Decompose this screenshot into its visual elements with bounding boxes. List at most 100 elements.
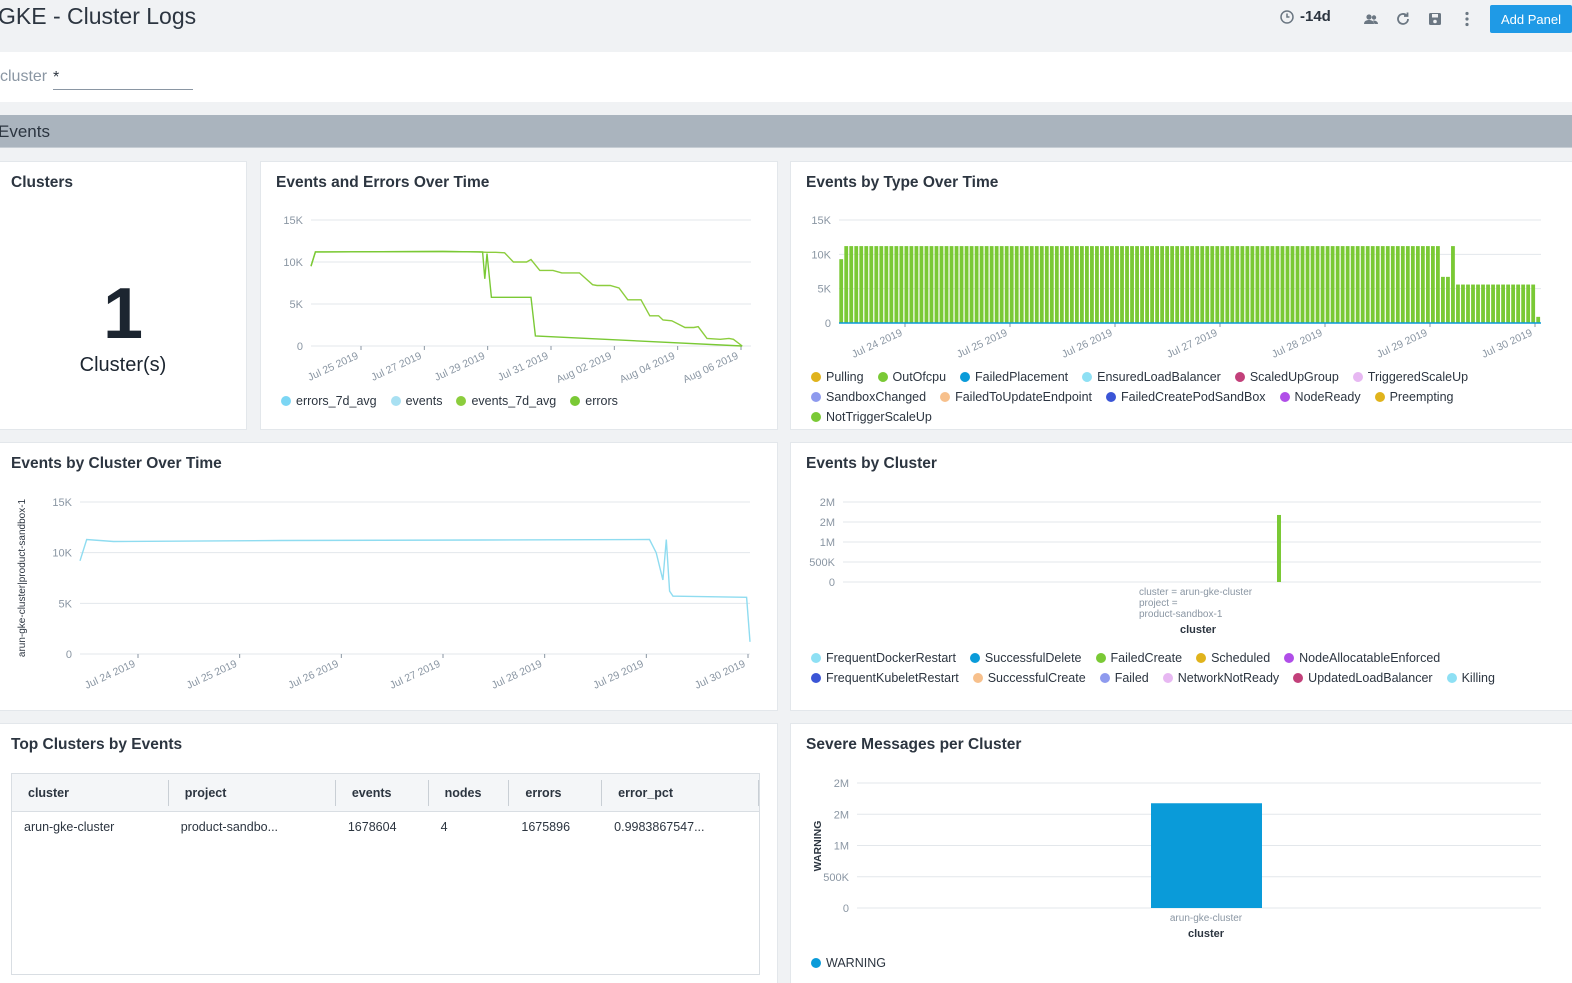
add-panel-button[interactable]: Add Panel	[1490, 5, 1572, 33]
legend-item[interactable]: Failed	[1099, 671, 1149, 685]
y-axis-label: arun-gke-cluster|product-sandbox-1	[17, 498, 28, 657]
legend-label: WARNING	[826, 956, 886, 970]
bar	[1250, 246, 1255, 323]
bar	[1275, 246, 1280, 323]
events-section-header[interactable]: Events	[0, 115, 1572, 148]
series-line	[79, 538, 751, 642]
bar	[1511, 284, 1516, 323]
legend-label: Preempting	[1389, 390, 1454, 404]
save-icon[interactable]	[1426, 10, 1444, 28]
x-tick-label: Jul 25 2019	[955, 327, 1009, 361]
legend-item[interactable]: Pulling	[811, 370, 864, 384]
bar	[999, 246, 1004, 323]
column-header-events[interactable]: events	[335, 773, 429, 812]
top-bar: GKE - Cluster Logs -14d Add Panel	[0, 0, 1572, 52]
column-resize-handle[interactable]	[427, 780, 429, 806]
column-header-error-pct[interactable]: error_pct	[602, 773, 760, 812]
bar	[1451, 246, 1455, 323]
panel-title: Severe Messages per Cluster	[806, 736, 1022, 753]
legend-item[interactable]: FrequentDockerRestart	[811, 651, 956, 665]
events-by-cluster-time-panel[interactable]: Events by Cluster Over Time 15K 10K 5K 0 Jul…	[0, 442, 778, 711]
bar	[1476, 284, 1480, 323]
legend-item[interactable]: OutOfcpu	[877, 370, 946, 384]
column-header-nodes[interactable]: nodes	[428, 773, 510, 812]
legend-item[interactable]: SandboxChanged	[811, 390, 926, 404]
bar	[1436, 246, 1440, 323]
column-resize-handle[interactable]	[508, 780, 510, 806]
x-axis-label: cluster	[1180, 624, 1217, 636]
events-by-type-panel[interactable]: Events by Type Over Time 15K 10K 5K 0 Jul 24…	[790, 161, 1572, 430]
time-range-picker[interactable]: -14d	[1280, 8, 1331, 25]
legend-item[interactable]: FrequentKubeletRestart	[811, 671, 959, 685]
column-header-project[interactable]: project	[168, 773, 336, 812]
legend-item[interactable]: Scheduled	[1196, 651, 1270, 665]
legend-item[interactable]: ScaledUpGroup	[1234, 370, 1339, 384]
legend-item[interactable]: TriggeredScaleUp	[1352, 370, 1468, 384]
severe-messages-legend: WARNING	[811, 956, 886, 970]
y-tick-label: 0	[66, 649, 72, 661]
column-resize-handle[interactable]	[334, 780, 336, 806]
cluster-filter-input[interactable]	[53, 66, 193, 90]
legend-item[interactable]: errors_7d_avg	[281, 394, 377, 408]
severe-messages-panel[interactable]: Severe Messages per Cluster 2M 2M 1M 500K 0 a…	[790, 723, 1572, 983]
bar	[1335, 246, 1340, 323]
clock-icon	[1280, 9, 1294, 24]
top-clusters-panel[interactable]: Top Clusters by Events cluster project eve…	[0, 723, 778, 983]
bar	[1345, 246, 1350, 323]
legend-item[interactable]: NodeAllocatableEnforced	[1284, 651, 1440, 665]
bar	[944, 246, 949, 323]
column-resize-handle[interactable]	[601, 780, 603, 806]
legend-item[interactable]: FailedToUpdateEndpoint	[940, 390, 1092, 404]
column-resize-handle[interactable]	[167, 780, 169, 806]
x-tick-label: Jul 24 2019	[83, 658, 137, 692]
legend-dot-icon	[1099, 673, 1110, 683]
column-header-label: events	[351, 785, 392, 800]
column-header-label: error_pct	[618, 785, 674, 800]
bar	[1044, 246, 1049, 323]
legend-item[interactable]: EnsuredLoadBalancer	[1082, 370, 1221, 384]
legend-item[interactable]: Preempting	[1374, 390, 1454, 404]
bar	[1225, 246, 1230, 323]
legend-item[interactable]: Killing	[1446, 671, 1495, 685]
legend-item[interactable]: SuccessfulCreate	[972, 671, 1086, 685]
table-row[interactable]: arun-gke-cluster product-sandbo... 1678604…	[12, 812, 760, 842]
bar	[1235, 246, 1240, 323]
legend-item[interactable]: errors	[570, 394, 618, 408]
bar	[1230, 246, 1235, 323]
x-category-label: cluster = arun-gke-cluster	[1139, 587, 1253, 598]
y-tick-label: 2M	[834, 809, 849, 821]
legend-item[interactable]: NodeReady	[1279, 390, 1361, 404]
bar	[1461, 284, 1465, 323]
legend-item[interactable]: UpdatedLoadBalancer	[1293, 671, 1433, 685]
share-users-icon[interactable]	[1362, 10, 1380, 28]
legend-dot-icon	[811, 412, 821, 422]
column-header-cluster[interactable]: cluster	[11, 773, 169, 812]
x-tick-label: Jul 29 2019	[1375, 327, 1429, 361]
legend-item[interactable]: FailedCreatePodSandBox	[1106, 390, 1266, 404]
events-by-cluster-legend: FrequentDockerRestart SuccessfulDelete Fai…	[811, 651, 1511, 685]
x-tick-label: Aug 04 2019	[618, 350, 677, 386]
y-tick-label: 2M	[834, 778, 849, 790]
legend-item[interactable]: events	[390, 394, 442, 408]
column-header-errors[interactable]: errors	[509, 773, 603, 812]
legend-item[interactable]: events_7d_avg	[456, 394, 556, 408]
legend-item[interactable]: FailedPlacement	[960, 370, 1068, 384]
legend-item[interactable]: NotTriggerScaleUp	[811, 410, 932, 424]
bar	[1531, 284, 1536, 323]
legend-item[interactable]: NetworkNotReady	[1162, 671, 1279, 685]
more-options-icon[interactable]	[1458, 10, 1476, 28]
bar	[1085, 246, 1089, 323]
legend-dot-icon	[1082, 372, 1093, 382]
bar	[1140, 246, 1144, 323]
legend-item[interactable]: WARNING	[811, 956, 886, 970]
events-errors-panel[interactable]: Events and Errors Over Time 15K 10K 5K 0 Jul…	[260, 161, 778, 430]
clusters-panel[interactable]: Clusters 1 Cluster(s)	[0, 161, 247, 430]
events-errors-legend: errors_7d_avg events events_7d_avg errors	[281, 394, 618, 408]
column-resize-handle[interactable]	[758, 780, 759, 806]
bar	[1491, 284, 1495, 323]
refresh-icon[interactable]	[1394, 10, 1412, 28]
legend-item[interactable]: SuccessfulDelete	[969, 651, 1082, 665]
bar	[1110, 246, 1114, 323]
legend-item[interactable]: FailedCreate	[1095, 651, 1182, 665]
events-by-cluster-panel[interactable]: Events by Cluster 2M 2M 1M 500K 0 cluster = a…	[790, 442, 1572, 711]
